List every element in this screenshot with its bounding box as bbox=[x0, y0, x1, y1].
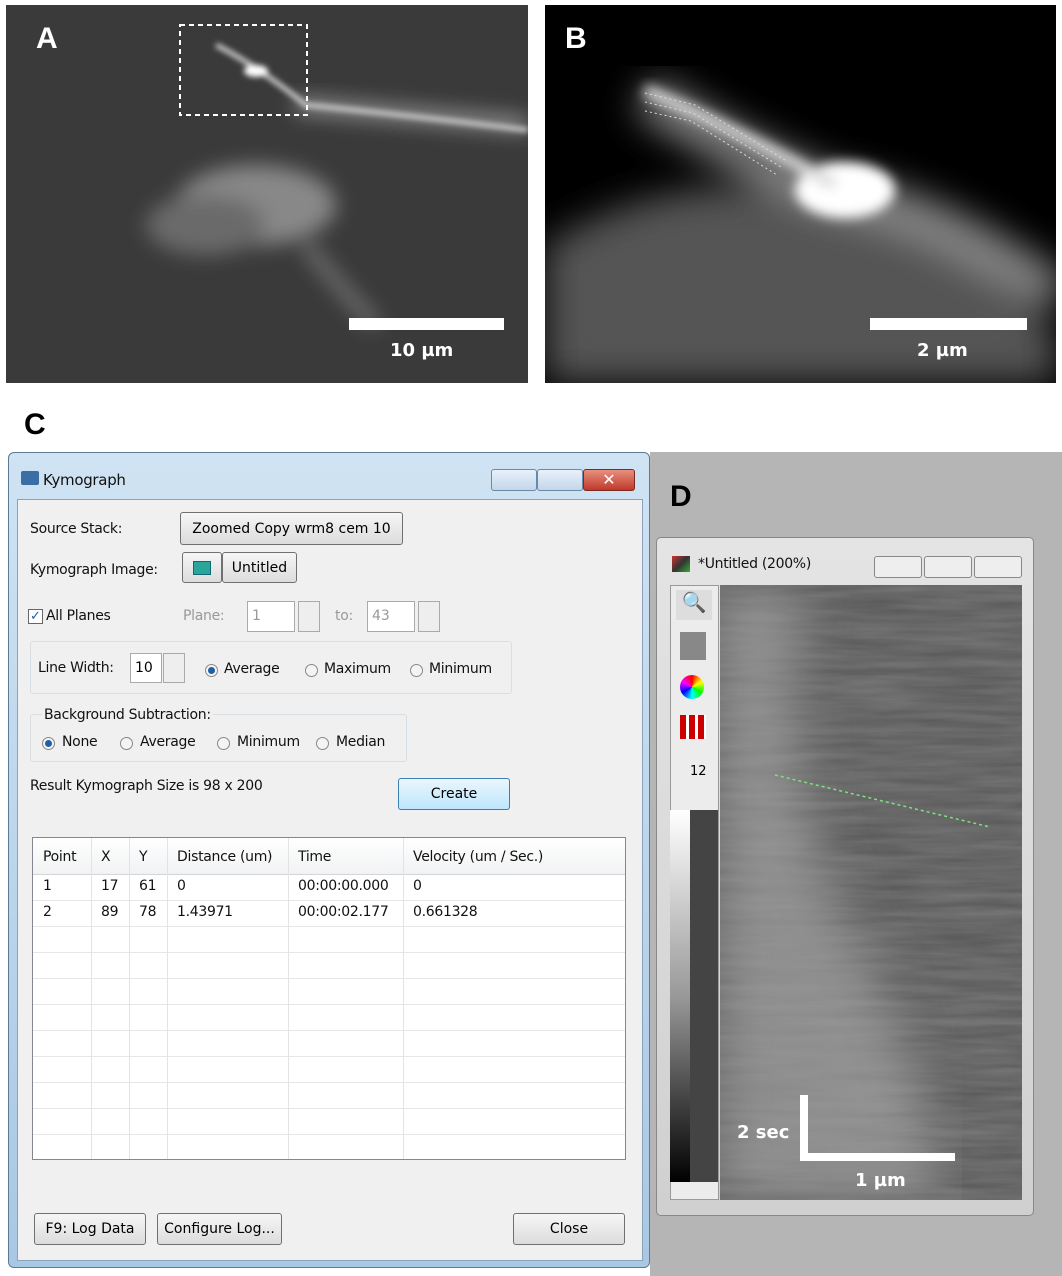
row-line bbox=[33, 1082, 626, 1083]
column-header: Y bbox=[139, 849, 147, 865]
log-data-button[interactable]: F9: Log Data bbox=[34, 1213, 146, 1245]
time-scale-label: 2 sec bbox=[737, 1122, 789, 1143]
close-button[interactable] bbox=[974, 556, 1022, 578]
maximize-button[interactable] bbox=[924, 556, 972, 578]
table-cell: 0 bbox=[177, 878, 186, 894]
table-cell: 78 bbox=[139, 904, 156, 920]
scale-bar-label: 10 µm bbox=[390, 340, 453, 361]
checkbox[interactable]: ✓ bbox=[28, 609, 43, 624]
row-line bbox=[33, 1030, 626, 1031]
window-icon bbox=[672, 556, 690, 572]
row-line bbox=[33, 1134, 626, 1135]
column-line bbox=[288, 838, 289, 1160]
scale-bar-label: 2 µm bbox=[917, 340, 968, 361]
radio-label: Median bbox=[336, 734, 385, 750]
radio-label: Average bbox=[224, 661, 279, 677]
window-title: Kymograph bbox=[43, 471, 126, 489]
column-header: X bbox=[101, 849, 110, 865]
radio-label: None bbox=[62, 734, 97, 750]
line-width-input[interactable]: 10 bbox=[130, 653, 162, 683]
radio[interactable] bbox=[316, 737, 329, 750]
field-label: Kymograph Image: bbox=[30, 562, 158, 578]
close-button[interactable]: Close bbox=[513, 1213, 625, 1245]
row-line bbox=[33, 900, 626, 901]
radio[interactable] bbox=[120, 737, 133, 750]
kymograph-image-button[interactable]: Untitled bbox=[222, 552, 297, 583]
column-header: Time bbox=[298, 849, 331, 865]
zoom-tool[interactable]: 🔍 bbox=[676, 590, 712, 620]
minimize-button[interactable] bbox=[491, 469, 537, 491]
source-stack-button[interactable]: Zoomed Copy wrm8 cem 10 bbox=[180, 512, 403, 545]
column-line bbox=[129, 838, 130, 1160]
create-button[interactable]: Create bbox=[398, 778, 510, 810]
checkbox-label: All Planes bbox=[46, 608, 111, 624]
lut-tool[interactable] bbox=[680, 715, 706, 739]
table-cell: 1.43971 bbox=[177, 904, 233, 920]
radio-label: Average bbox=[140, 734, 195, 750]
radio-label: Minimum bbox=[429, 661, 492, 677]
field-label: Plane: bbox=[183, 608, 224, 624]
table-cell: 89 bbox=[101, 904, 118, 920]
minimize-button[interactable] bbox=[874, 556, 922, 578]
micrograph-b bbox=[545, 5, 1056, 383]
panel-label: A bbox=[36, 22, 58, 56]
maximize-button[interactable] bbox=[537, 469, 583, 491]
color-tool[interactable] bbox=[680, 675, 704, 699]
radio-label: Minimum bbox=[237, 734, 300, 750]
table-cell: 61 bbox=[139, 878, 156, 894]
table-cell: 00:00:00.000 bbox=[298, 878, 388, 894]
panel-label: C bbox=[24, 408, 46, 442]
lut-bar bbox=[670, 810, 690, 1182]
tool[interactable] bbox=[680, 632, 706, 660]
row-line bbox=[33, 1056, 626, 1057]
row-line bbox=[33, 952, 626, 953]
table-cell: 00:00:02.177 bbox=[298, 904, 388, 920]
column-header: Distance (um) bbox=[177, 849, 272, 865]
group-title: Background Subtraction: bbox=[42, 707, 213, 723]
kymograph-image bbox=[720, 585, 1022, 1200]
radio[interactable] bbox=[205, 664, 218, 677]
toolbar-number: 12 bbox=[690, 764, 707, 779]
spinner[interactable] bbox=[298, 601, 320, 632]
distance-scale-label: 1 µm bbox=[855, 1170, 906, 1191]
page: A 10 µm B 2 µm C D Kymograph ✕ Source St… bbox=[0, 0, 1062, 1276]
new-image-button[interactable] bbox=[182, 552, 222, 583]
column-line bbox=[167, 838, 168, 1160]
row-line bbox=[33, 978, 626, 979]
field-label: Source Stack: bbox=[30, 521, 122, 537]
micrograph-a bbox=[6, 5, 528, 383]
column-header: Velocity (um / Sec.) bbox=[413, 849, 543, 865]
histogram bbox=[690, 810, 718, 1182]
table-cell: 1 bbox=[43, 878, 52, 894]
app-icon bbox=[21, 471, 39, 485]
radio[interactable] bbox=[410, 664, 423, 677]
panel-label: D bbox=[670, 480, 692, 514]
table-cell: 2 bbox=[43, 904, 52, 920]
radio[interactable] bbox=[42, 737, 55, 750]
column-header: Point bbox=[43, 849, 76, 865]
column-line bbox=[91, 838, 92, 1160]
results-table: Point X Y Distance (um) Time Velocity (um / S… bbox=[32, 837, 626, 1160]
row-line bbox=[33, 1108, 626, 1109]
radio[interactable] bbox=[217, 737, 230, 750]
radio[interactable] bbox=[305, 664, 318, 677]
row-line bbox=[33, 926, 626, 927]
table-cell: 0.661328 bbox=[413, 904, 477, 920]
table-cell: 0 bbox=[413, 878, 422, 894]
configure-log-button[interactable]: Configure Log... bbox=[157, 1213, 282, 1245]
to-input[interactable]: 43 bbox=[367, 601, 415, 632]
field-label: to: bbox=[335, 608, 353, 624]
close-button[interactable]: ✕ bbox=[583, 469, 635, 491]
panel-label: B bbox=[565, 22, 587, 56]
column-line bbox=[403, 838, 404, 1160]
spinner[interactable] bbox=[418, 601, 440, 632]
window-title: *Untitled (200%) bbox=[698, 556, 811, 572]
result-text: Result Kymograph Size is 98 x 200 bbox=[30, 778, 262, 794]
row-line bbox=[33, 1004, 626, 1005]
radio-label: Maximum bbox=[324, 661, 391, 677]
field-label: Line Width: bbox=[38, 660, 114, 676]
spinner[interactable] bbox=[163, 653, 185, 683]
plane-input[interactable]: 1 bbox=[247, 601, 295, 632]
table-cell: 17 bbox=[101, 878, 118, 894]
